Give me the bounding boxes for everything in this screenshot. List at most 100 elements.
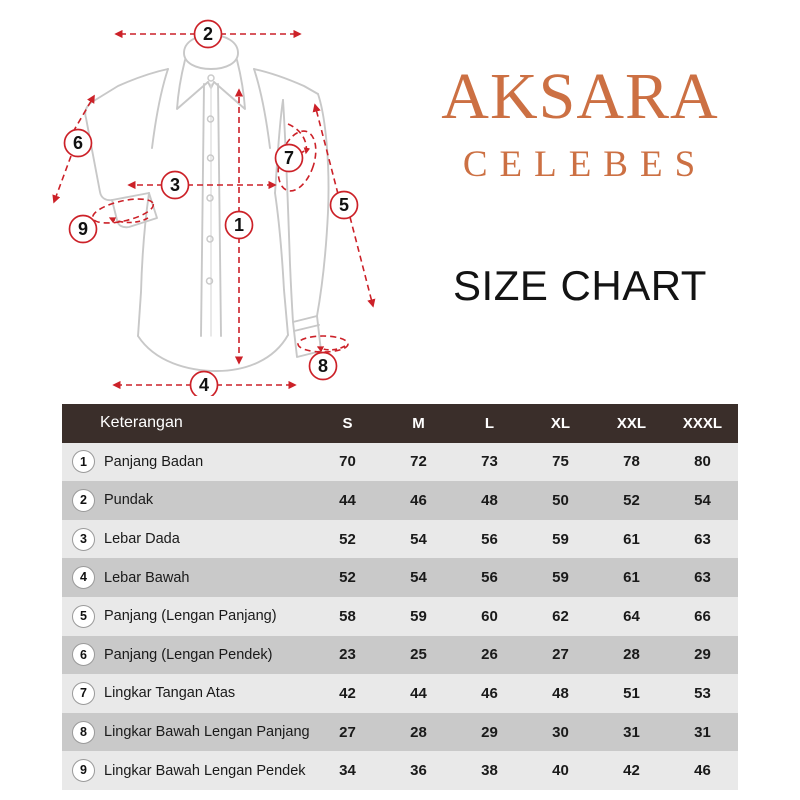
row-label: Lingkar Bawah Lengan Panjang: [104, 724, 310, 741]
cell-l: 46: [454, 674, 525, 713]
cell-xl: 30: [525, 712, 596, 752]
diagram-marker-5-label: 5: [339, 195, 349, 215]
cell-xxl: 61: [596, 558, 667, 597]
cell-xxl: 52: [596, 481, 667, 520]
page-title: SIZE CHART: [453, 262, 707, 309]
size-table-container: Keterangan S M L XL XXL XXXL 1 Panjang B…: [62, 404, 738, 790]
row-number-badge: 9: [72, 759, 95, 783]
cell-m: 44: [383, 674, 454, 713]
cell-l: 56: [454, 558, 525, 597]
diagram-marker-7: 7: [274, 143, 304, 173]
column-header-xxxl: XXXL: [667, 404, 738, 443]
row-number-badge: 2: [72, 488, 95, 512]
row-label: Lebar Dada: [104, 531, 180, 548]
row-label-cell: 7 Lingkar Tangan Atas: [62, 674, 312, 713]
table-row: 4 Lebar Bawah 52 54 56 59 61 63: [62, 558, 738, 597]
column-header-l: L: [454, 404, 525, 443]
cell-s: 70: [312, 442, 383, 482]
diagram-marker-1: 1: [224, 210, 254, 240]
row-label: Panjang (Lengan Pendek): [104, 646, 273, 663]
row-label-cell: 8 Lingkar Bawah Lengan Panjang: [62, 712, 312, 752]
row-number-badge: 7: [72, 681, 95, 705]
cell-xxl: 51: [596, 674, 667, 713]
column-header-keterangan: Keterangan: [62, 404, 312, 443]
row-label-cell: 3 Lebar Dada: [62, 519, 312, 559]
row-number-badge: 1: [72, 450, 95, 474]
row-label-cell: 9 Lingkar Bawah Lengan Pendek: [62, 751, 312, 790]
column-header-xl: XL: [525, 404, 596, 443]
diagram-marker-1-label: 1: [234, 215, 244, 235]
cell-xxxl: 80: [667, 442, 738, 482]
row-label-cell: 2 Pundak: [62, 481, 312, 520]
column-header-s: S: [312, 404, 383, 443]
cell-s: 52: [312, 519, 383, 559]
diagram-marker-2: 2: [193, 19, 223, 49]
cell-l: 29: [454, 712, 525, 752]
brand-logo: AKSARA CELEBES: [378, 64, 782, 185]
measurement-lines: [52, 29, 376, 390]
row-number-badge: 8: [72, 720, 95, 744]
diagram-marker-6: 6: [63, 128, 93, 158]
cell-m: 54: [383, 519, 454, 559]
table-row: 2 Pundak 44 46 48 50 52 54: [62, 481, 738, 520]
cell-xxl: 64: [596, 596, 667, 636]
cell-s: 27: [312, 712, 383, 752]
cell-xl: 62: [525, 596, 596, 636]
cell-xl: 40: [525, 751, 596, 790]
diagram-marker-4: 4: [189, 370, 219, 396]
shirt-outline: [84, 34, 330, 372]
diagram-marker-3: 3: [160, 170, 190, 200]
column-header-m: M: [383, 404, 454, 443]
cell-l: 73: [454, 442, 525, 482]
cell-m: 36: [383, 751, 454, 790]
column-header-xxl: XXL: [596, 404, 667, 443]
diagram-marker-5: 5: [329, 190, 359, 220]
cell-s: 42: [312, 674, 383, 713]
cell-xxxl: 29: [667, 635, 738, 675]
cell-m: 25: [383, 635, 454, 675]
cell-xxl: 28: [596, 635, 667, 675]
cell-xl: 59: [525, 558, 596, 597]
cell-xxxl: 31: [667, 712, 738, 752]
cell-xxl: 42: [596, 751, 667, 790]
row-label: Pundak: [104, 492, 154, 509]
row-number-badge: 5: [72, 604, 95, 628]
size-table-head: Keterangan S M L XL XXL XXXL: [62, 404, 738, 443]
shirt-buttons: [205, 74, 215, 285]
cell-l: 38: [454, 751, 525, 790]
diagram-marker-9-label: 9: [78, 219, 88, 239]
long-sleeve-cuff-ellipse: [297, 335, 349, 353]
table-row: 7 Lingkar Tangan Atas 42 44 46 48 51 53: [62, 674, 738, 713]
cell-xxl: 61: [596, 519, 667, 559]
brand-subtitle: CELEBES: [462, 144, 708, 185]
cell-xxxl: 54: [667, 481, 738, 520]
diagram-marker-2-label: 2: [203, 24, 213, 44]
cell-l: 26: [454, 635, 525, 675]
size-table: Keterangan S M L XL XXL XXXL 1 Panjang B…: [62, 404, 738, 790]
cell-s: 23: [312, 635, 383, 675]
cell-xxxl: 46: [667, 751, 738, 790]
table-row: 3 Lebar Dada 52 54 56 59 61 63: [62, 519, 738, 559]
cell-xl: 75: [525, 442, 596, 482]
row-number-badge: 4: [72, 566, 95, 590]
cell-m: 59: [383, 596, 454, 636]
cell-xxl: 78: [596, 442, 667, 482]
cell-m: 72: [383, 442, 454, 482]
cell-xl: 48: [525, 674, 596, 713]
diagram-marker-9: 9: [68, 214, 98, 244]
row-label-cell: 1 Panjang Badan: [62, 442, 312, 482]
diagram-marker-8: 8: [308, 351, 338, 381]
upper-arm-circumference-ellipse: [277, 123, 317, 192]
cell-xl: 59: [525, 519, 596, 559]
row-number-badge: 3: [72, 527, 95, 551]
table-row: 9 Lingkar Bawah Lengan Pendek 34 36 38 4…: [62, 751, 738, 790]
table-row: 5 Panjang (Lengan Panjang) 58 59 60 62 6…: [62, 596, 738, 636]
size-table-body: 1 Panjang Badan 70 72 73 75 78 80 2: [62, 442, 738, 790]
table-row: 6 Panjang (Lengan Pendek) 23 25 26 27 28…: [62, 635, 738, 675]
short-sleeve-cuff-ellipse: [91, 198, 155, 224]
table-header-row: Keterangan S M L XL XXL XXXL: [62, 404, 738, 443]
row-label: Panjang (Lengan Panjang): [104, 608, 277, 625]
cell-s: 52: [312, 558, 383, 597]
cell-m: 28: [383, 712, 454, 752]
